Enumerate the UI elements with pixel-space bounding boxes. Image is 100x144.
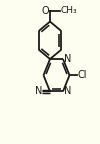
Text: CH₃: CH₃ bbox=[61, 6, 77, 15]
Text: N: N bbox=[35, 86, 42, 96]
Text: N: N bbox=[64, 86, 72, 96]
Text: Cl: Cl bbox=[78, 70, 88, 80]
Text: O: O bbox=[42, 6, 50, 16]
Text: N: N bbox=[64, 54, 72, 64]
